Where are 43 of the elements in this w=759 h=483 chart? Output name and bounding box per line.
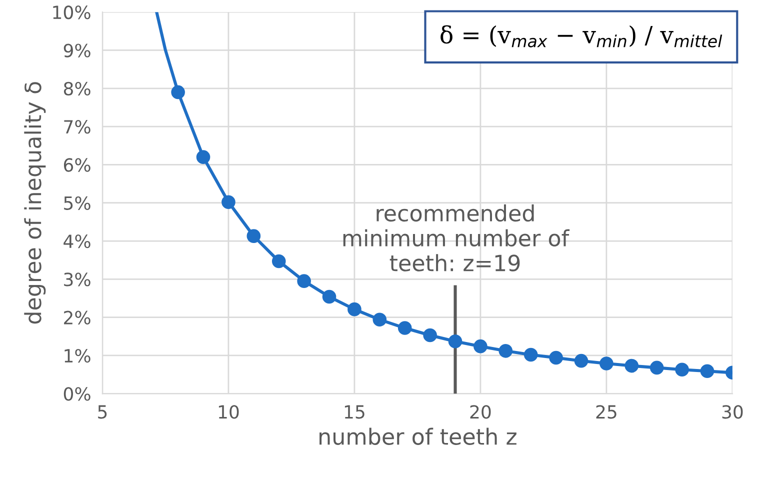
y-tick-label: 8%: [64, 82, 90, 96]
y-tick-label: 3%: [64, 272, 90, 286]
point: [700, 364, 714, 378]
x-tick-label: 5: [98, 405, 107, 419]
x-tick-label: 10: [218, 405, 239, 419]
point: [474, 339, 488, 354]
y-tick-label: 10%: [53, 6, 90, 20]
point: [448, 334, 462, 348]
point: [246, 229, 261, 243]
point: [348, 302, 362, 316]
point: [600, 356, 614, 370]
point: [297, 274, 311, 288]
annotation: δ = (v$_{max}$ − v$_{min}$) / v$_{mittel}$: [440, 25, 722, 48]
x-tick-label: 30: [722, 405, 743, 419]
point: [196, 150, 210, 164]
point: [222, 195, 236, 210]
point: [398, 321, 412, 335]
point: [524, 348, 538, 362]
y-axis-title: degree of inequality δ: [24, 82, 46, 324]
y-tick-label: 2%: [64, 310, 90, 324]
point: [272, 254, 286, 268]
point: [574, 354, 588, 368]
x-tick-label: 15: [344, 405, 364, 419]
y-tick-label: 4%: [64, 234, 90, 248]
point: [322, 290, 336, 304]
point: [675, 362, 689, 377]
y-tick-label: 6%: [64, 158, 90, 172]
point: [624, 358, 639, 373]
annotation: recommended minimum number of teeth: z=19: [343, 204, 570, 272]
x-tick-label: 25: [596, 405, 616, 419]
point: [423, 328, 437, 342]
y-tick-label: 7%: [64, 120, 90, 134]
point: [372, 312, 387, 327]
y-tick-label: 5%: [64, 196, 90, 210]
x-tick-label: 20: [470, 405, 491, 419]
y-tick-label: 1%: [64, 348, 90, 363]
x-axis-title: number of teeth z: [320, 428, 516, 445]
point: [171, 85, 185, 100]
point: [498, 344, 513, 358]
point: [549, 350, 563, 365]
y-tick-label: 0%: [64, 387, 90, 401]
point: [650, 360, 664, 375]
y-tick-label: 9%: [64, 44, 90, 58]
